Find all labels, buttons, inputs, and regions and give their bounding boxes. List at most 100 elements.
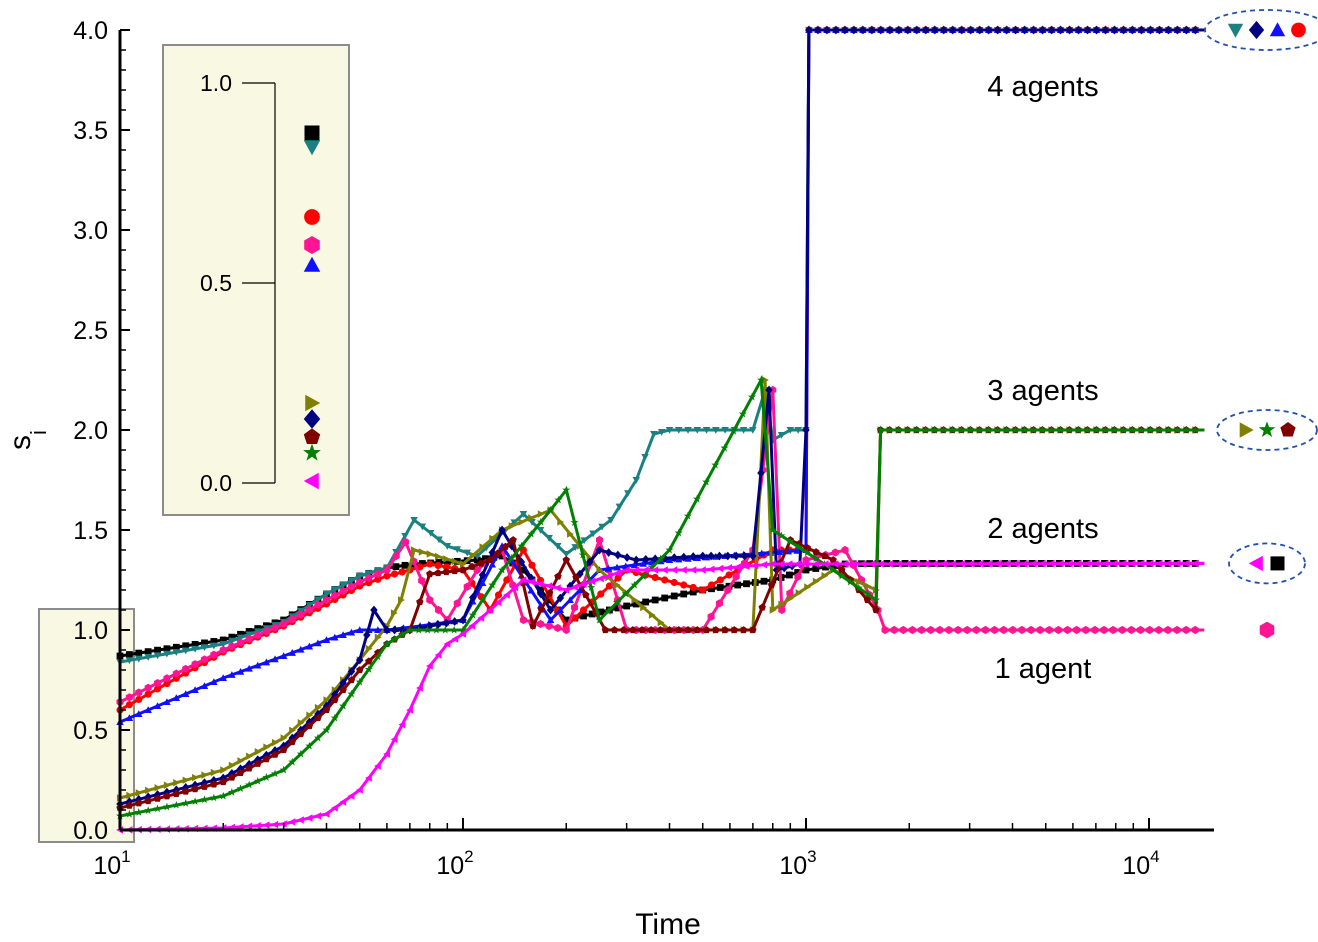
final-marker [1239, 422, 1254, 438]
data-point [990, 625, 999, 635]
data-point [957, 425, 966, 434]
data-point [545, 534, 553, 542]
data-point [426, 570, 434, 578]
inset-marker [303, 472, 319, 490]
data-point [863, 589, 872, 598]
data-point [632, 600, 640, 608]
data-point [331, 804, 338, 812]
data-point [832, 25, 840, 35]
data-point [1083, 425, 1092, 434]
data-point [623, 602, 631, 610]
data-point [683, 511, 692, 520]
data-point [1109, 625, 1117, 635]
data-point [488, 560, 497, 568]
data-point [1191, 425, 1200, 434]
final-marker [1248, 555, 1263, 572]
data-point [872, 606, 880, 614]
data-point [642, 598, 650, 606]
data-point [912, 425, 921, 434]
data-point [1038, 425, 1047, 434]
data-point [1047, 425, 1056, 434]
data-point [578, 550, 587, 559]
data-point [738, 409, 747, 418]
data-point [279, 746, 288, 754]
data-point [794, 426, 802, 434]
data-point [1101, 25, 1110, 35]
data-point [172, 789, 181, 797]
data-point [245, 822, 253, 831]
data-point [641, 566, 649, 574]
data-point [125, 714, 134, 722]
data-point [702, 426, 711, 434]
data-point [374, 626, 382, 634]
data-point [263, 743, 271, 751]
data-point [562, 556, 570, 564]
data-point [331, 696, 339, 704]
data-point [1100, 625, 1108, 635]
data-point [1128, 425, 1137, 434]
data-point [758, 603, 766, 611]
data-point [125, 801, 134, 809]
data-point [1101, 559, 1109, 568]
data-point [134, 808, 143, 816]
data-point [435, 552, 442, 561]
data-point [209, 793, 218, 802]
data-point [556, 606, 565, 614]
data-point [546, 605, 555, 615]
series-diamond [116, 25, 1205, 809]
data-point [434, 620, 442, 629]
data-point [661, 594, 669, 602]
data-point [509, 536, 517, 544]
data-point [172, 669, 180, 678]
data-point [794, 542, 803, 551]
data-point [450, 617, 459, 626]
data-point [374, 569, 382, 579]
data-point [894, 425, 903, 434]
data-point [890, 625, 898, 635]
data-point [356, 626, 364, 634]
data-point [1173, 625, 1181, 635]
data-point [405, 625, 414, 634]
data-point [1128, 559, 1136, 568]
data-point [597, 590, 605, 598]
data-point [670, 592, 678, 600]
data-point [271, 820, 279, 829]
data-point [473, 556, 481, 564]
x-tick-label: 102 [436, 847, 473, 880]
data-point [864, 582, 872, 590]
inset-marker [303, 256, 321, 272]
data-point [296, 749, 305, 758]
final-marker [1280, 421, 1296, 437]
data-point [498, 565, 507, 574]
data-point [963, 625, 971, 635]
data-point [1011, 559, 1019, 568]
inset-layer: 0.0 0.5 1.0 [200, 70, 321, 496]
data-point [529, 622, 537, 630]
data-point [236, 634, 245, 642]
data-point [605, 582, 613, 590]
data-point [163, 650, 171, 658]
data-point [562, 616, 570, 624]
data-point [707, 581, 716, 589]
data-point [383, 625, 391, 635]
data-point [972, 625, 980, 635]
data-point [595, 545, 604, 555]
data-point [182, 776, 190, 784]
data-point [434, 569, 442, 577]
data-point [1027, 625, 1035, 635]
data-point [254, 661, 262, 669]
data-point [511, 583, 519, 592]
data-point [356, 577, 364, 587]
data-point [585, 557, 594, 567]
data-point [881, 625, 889, 635]
data-point [314, 639, 322, 647]
y-tick-label: 3.0 [73, 217, 108, 245]
data-point [125, 693, 133, 702]
data-point [768, 525, 777, 534]
data-point [823, 25, 831, 35]
data-point [765, 385, 773, 395]
data-point [805, 25, 813, 35]
data-point [1003, 559, 1010, 568]
data-point [868, 560, 876, 568]
data-point [716, 576, 724, 584]
